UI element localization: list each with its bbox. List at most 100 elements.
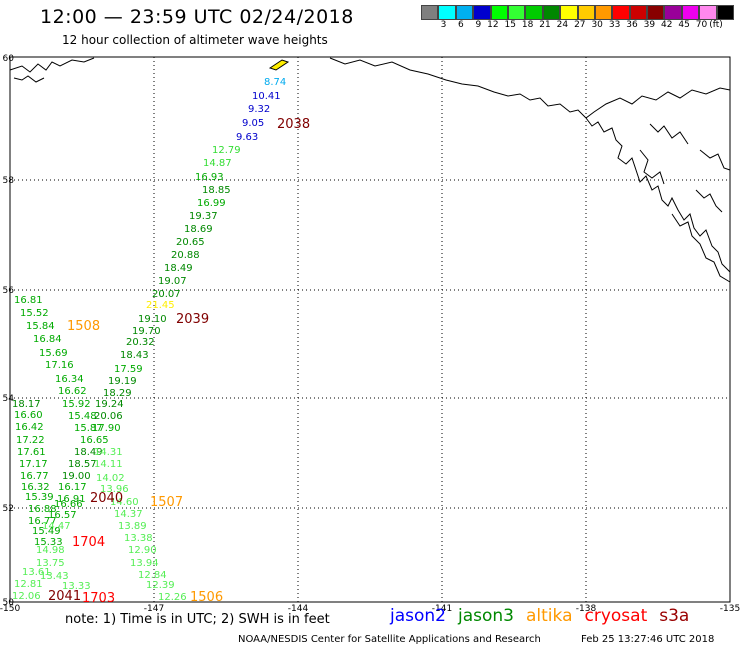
pass-time-label: 1507 — [150, 495, 183, 510]
legend-swatch — [560, 5, 578, 20]
pass-time-label: 1704 — [72, 535, 105, 550]
wave-height-value: 16.66 — [54, 499, 83, 510]
wave-height-value: 16.32 — [21, 482, 50, 493]
wave-height-value: 15.49 — [32, 526, 61, 537]
latitude-labels: 60 58 56 54 52 50 — [3, 54, 15, 608]
legend-label: 27 — [574, 20, 586, 30]
legend-swatch — [629, 5, 648, 20]
wave-height-value: 18.17 — [12, 399, 41, 410]
satellite-pass-labels: 2038 2039 2040 2041 1508 1507 1506 1704 1703 — [48, 117, 310, 606]
pass-time-label: 2041 — [48, 589, 81, 604]
wave-height-value: 12.84 — [138, 570, 167, 581]
longitude-label: -150 — [0, 604, 20, 614]
legend-label: 6 — [458, 20, 464, 30]
wave-height-value: 20.07 — [152, 289, 181, 300]
pass-time-label: 1703 — [82, 591, 115, 606]
wave-height-value: 20.88 — [171, 250, 200, 261]
legend-spacer — [421, 20, 429, 30]
wave-height-value: 15.84 — [26, 321, 55, 332]
legend-swatch — [647, 5, 665, 20]
legend-label: 9 — [475, 20, 482, 30]
legend-label: 15 — [504, 20, 516, 30]
legend-swatches — [421, 5, 735, 20]
wave-height-value: 15.48 — [68, 411, 97, 422]
wave-height-value: 16.17 — [58, 482, 87, 493]
wave-height-value: 20.65 — [176, 237, 205, 248]
legend-swatch — [699, 5, 717, 20]
legend-label: 70 — [695, 20, 708, 30]
latitude-label: 60 — [3, 54, 15, 64]
wave-height-value: 16.91 — [57, 494, 86, 505]
wave-height-value: 18.57 — [68, 459, 97, 470]
legend-swatch — [421, 5, 439, 20]
wave-height-value: 12.39 — [146, 580, 175, 591]
latitude-label: 50 — [3, 598, 15, 608]
satellite-jason2: jason2 — [390, 606, 446, 626]
wave-height-value: 14.98 — [36, 545, 65, 556]
legend-label: 3 — [440, 20, 447, 30]
wave-height-value: 15.92 — [62, 399, 91, 410]
wave-height-value: 16.65 — [80, 435, 109, 446]
wave-height-value: 17.17 — [19, 459, 48, 470]
legend-label: 42 — [661, 20, 673, 30]
wave-height-value: 17.59 — [114, 364, 143, 375]
wave-height-value: 18.85 — [202, 185, 231, 196]
wave-height-value: 13.75 — [36, 558, 65, 569]
wave-height-value: 9.32 — [248, 104, 270, 115]
wave-height-value: 9.63 — [236, 132, 258, 143]
wave-height-value: 14.02 — [96, 473, 125, 484]
wave-height-value: 16.34 — [55, 374, 84, 385]
wave-height-value: 13.96 — [100, 484, 129, 495]
legend-swatch — [507, 5, 526, 20]
latitude-label: 58 — [3, 176, 15, 186]
pass-time-label: 2038 — [277, 117, 310, 132]
wave-height-value: 12.06 — [12, 591, 41, 602]
legend-label: 33 — [608, 20, 621, 30]
wave-height-value: 16.77 — [20, 471, 49, 482]
wave-height-value: 13.61 — [22, 567, 51, 578]
legend-label: 21 — [539, 20, 551, 30]
wave-height-value: 18.43 — [120, 350, 149, 361]
wave-height-value: 14.37 — [114, 509, 143, 520]
legend-swatch — [490, 5, 508, 20]
wave-height-value: 18.29 — [103, 388, 132, 399]
legend-swatch — [438, 5, 456, 20]
wave-height-observations: 8.74 10.41 9.32 9.05 9.63 12.79 14.87 16.93 18.8… — [12, 77, 286, 603]
legend-label: 12 — [487, 20, 499, 30]
legend-label: 24 — [556, 20, 569, 30]
track-start-marker — [268, 59, 290, 71]
wave-height-value: 18.49 — [164, 263, 193, 274]
legend-swatch — [664, 5, 682, 20]
wave-height-value: 14.47 — [42, 521, 71, 532]
wave-height-value: 12.81 — [14, 579, 43, 590]
longitude-label: -138 — [576, 604, 597, 614]
wave-height-value: 15.87 — [74, 423, 103, 434]
legend-swatch — [525, 5, 543, 20]
pass-time-label: 2039 — [176, 312, 209, 327]
wave-height-value: 19.37 — [189, 211, 218, 222]
map-frame — [9, 56, 731, 603]
wave-height-value: 12.26 — [158, 592, 187, 603]
legend-label: 36 — [626, 20, 638, 30]
satellite-s3a: s3a — [659, 606, 690, 626]
wave-height-value: 16.84 — [33, 334, 62, 345]
wave-height-value: 14.31 — [94, 447, 123, 458]
satellite-altika: altika — [526, 606, 573, 626]
wave-height-value: 16.62 — [58, 386, 87, 397]
legend-swatch — [542, 5, 561, 20]
wave-height-value: 17.90 — [92, 423, 121, 434]
color-legend: 3 6 9 12 15 18 21 24 27 30 33 36 39 42 45 70 (ft) — [421, 5, 735, 30]
wave-height-value: 13.94 — [130, 558, 159, 569]
pass-time-label: 1508 — [67, 319, 100, 334]
wave-height-value: 13.38 — [124, 533, 153, 544]
wave-height-value: 16.42 — [15, 422, 44, 433]
graticule — [10, 57, 730, 602]
legend-label: 45 — [678, 20, 690, 30]
wave-height-value: 16.77 — [28, 516, 57, 527]
legend-swatch — [612, 5, 630, 20]
wave-height-value: 20.06 — [94, 411, 123, 422]
legend-swatch — [455, 5, 474, 20]
wave-height-value: 20.32 — [126, 337, 155, 348]
coastline — [9, 57, 731, 283]
